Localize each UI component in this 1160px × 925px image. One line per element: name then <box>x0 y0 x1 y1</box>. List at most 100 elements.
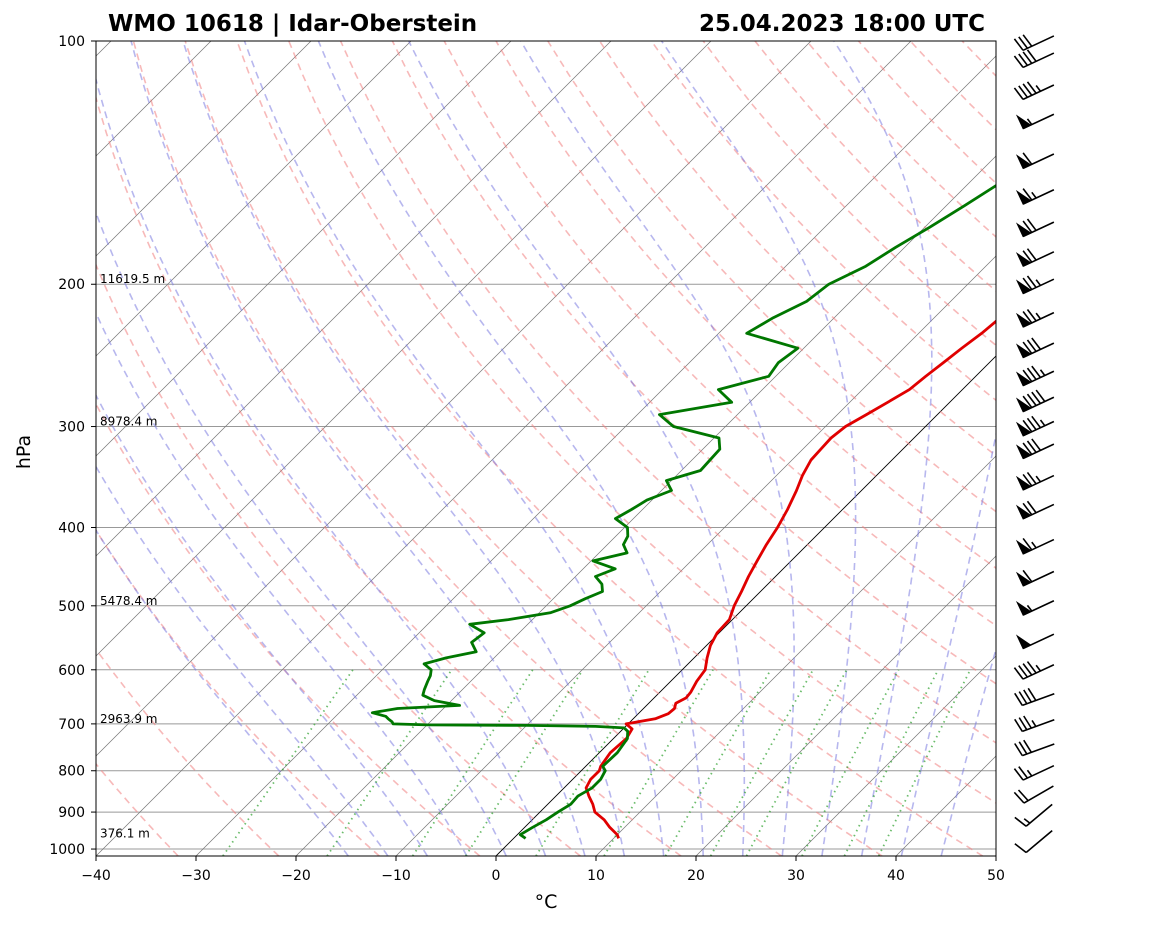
wind-barb-half-flag <box>1035 312 1042 320</box>
wind-barb-flag <box>1022 277 1033 290</box>
isotherm--40 <box>96 41 912 856</box>
wind-barb-shaft <box>1022 663 1055 680</box>
mixing-ratio-5 <box>535 669 650 856</box>
dry-adiabat-340 <box>339 41 996 744</box>
wind-barb <box>1013 661 1055 680</box>
y-tick-label: 400 <box>58 520 85 536</box>
wind-barb-flag <box>1013 667 1024 680</box>
wind-barb <box>1015 275 1055 295</box>
isotherm--100 <box>96 41 312 257</box>
wind-barb <box>1014 739 1055 757</box>
moist-adiabat-32 <box>660 41 857 856</box>
moist-adiabat-16 <box>243 41 665 856</box>
dry-adiabat-420 <box>754 41 996 293</box>
x-tick-label: −30 <box>181 868 211 884</box>
dry-adiabat-330 <box>288 41 996 804</box>
y-tick-label: 1000 <box>49 842 85 858</box>
mixing-ratio-8 <box>603 669 714 856</box>
wind-barb-flag <box>1031 438 1042 451</box>
wind-barb-flag <box>1022 663 1033 676</box>
isotherm--70 <box>96 41 612 557</box>
wind-barb-flag <box>1017 789 1029 802</box>
isotherm--30 <box>195 55 996 856</box>
wind-barb-flag <box>1023 715 1033 729</box>
dry-adiabat-260 <box>96 528 380 856</box>
isotherm--130 <box>0 41 11 856</box>
dry-adiabat-390 <box>598 41 996 457</box>
wind-barb-half-flag <box>1026 604 1033 612</box>
x-axis-ticks: −40 −30 −20 −10 0 10 20 30 40 50 <box>81 856 1005 884</box>
wind-barb-flag <box>1022 473 1033 487</box>
y-tick-label: 100 <box>58 34 85 50</box>
wind-barb <box>1015 569 1055 587</box>
wind-barb-flag <box>1013 55 1024 68</box>
wind-barb-flag <box>1026 275 1037 288</box>
wind-barb-pennant <box>1015 539 1032 555</box>
wind-barb <box>1015 471 1055 491</box>
temperature-profile <box>584 319 996 839</box>
wind-barb <box>1015 389 1055 413</box>
dry-adiabat-370 <box>495 41 996 570</box>
dry-adiabat-250 <box>96 647 280 856</box>
wind-barb-flag <box>1018 36 1029 49</box>
wind-barb-flag <box>1022 341 1033 354</box>
wind-barb-flag <box>1022 83 1033 96</box>
wind-barb-flag <box>1031 337 1042 350</box>
dry-adiabat-300 <box>132 41 782 856</box>
wind-barb-half-flag <box>1023 818 1031 824</box>
wind-barb <box>1015 309 1055 328</box>
wind-barb <box>1015 537 1055 555</box>
isotherm-30 <box>795 655 996 856</box>
isotherm--60 <box>96 41 712 657</box>
mixing-ratio-44 <box>877 669 972 856</box>
height-label: 11619.5 m <box>100 272 165 286</box>
moist-adiabat-12 <box>182 41 626 856</box>
moist-adiabat-40 <box>900 430 996 856</box>
wind-barb-pennant <box>1015 222 1032 238</box>
background-grid <box>0 41 996 856</box>
x-tick-label: 0 <box>492 868 501 884</box>
wind-barb <box>1015 113 1055 130</box>
moist-adiabat--12 <box>96 465 389 856</box>
wind-barb-flag <box>1018 766 1029 779</box>
dry-adiabat-360 <box>443 41 996 627</box>
wind-barb <box>1015 600 1055 616</box>
wind-barb-half-flag <box>1035 279 1042 286</box>
wind-barb <box>1014 803 1053 827</box>
wind-barb-flag <box>1013 87 1024 100</box>
x-tick-label: −20 <box>281 868 311 884</box>
wind-barb <box>1015 633 1055 650</box>
wind-barb-flag <box>1022 51 1033 64</box>
y-tick-label: 900 <box>58 805 85 821</box>
height-labels: 11619.5 m 8978.4 m 5478.4 m 2963.9 m 376.1 m <box>100 272 165 840</box>
wind-barb-pennant <box>1015 421 1032 437</box>
chart-title-datetime: 25.04.2023 18:00 UTC <box>699 11 985 37</box>
wind-barb-pennant <box>1015 343 1032 359</box>
wind-barb <box>1013 49 1055 69</box>
dry-adiabat-380 <box>547 41 996 513</box>
wind-barb-flag <box>1018 53 1029 66</box>
y-tick-label: 600 <box>58 663 85 679</box>
wind-barb <box>1013 785 1054 804</box>
wind-barb-shaft <box>1022 764 1055 781</box>
wind-barb-flag <box>1022 395 1033 409</box>
wind-barb-shaft <box>1022 743 1055 757</box>
y-tick-label: 700 <box>58 717 85 733</box>
wind-barb-flag <box>1022 569 1033 583</box>
dry-adiabat-410 <box>702 41 996 347</box>
wind-barb-flag <box>1031 391 1042 404</box>
wind-barb-flag <box>1031 415 1042 429</box>
wind-barb-flag <box>1026 218 1037 231</box>
wind-barb-flag <box>1018 665 1029 678</box>
wind-barbs <box>1013 34 1055 854</box>
wind-barb-flag <box>1022 442 1033 455</box>
wind-barb-flag <box>1026 471 1037 485</box>
dry-adiabat-400 <box>650 41 996 402</box>
wind-barb-flag <box>1026 367 1037 381</box>
wind-barb-pennant <box>1015 114 1032 130</box>
dry-adiabat-230 <box>0 41 78 856</box>
wind-barb-shaft <box>1022 693 1055 707</box>
x-tick-label: −10 <box>381 868 411 884</box>
wind-barb-flag <box>1018 85 1029 98</box>
